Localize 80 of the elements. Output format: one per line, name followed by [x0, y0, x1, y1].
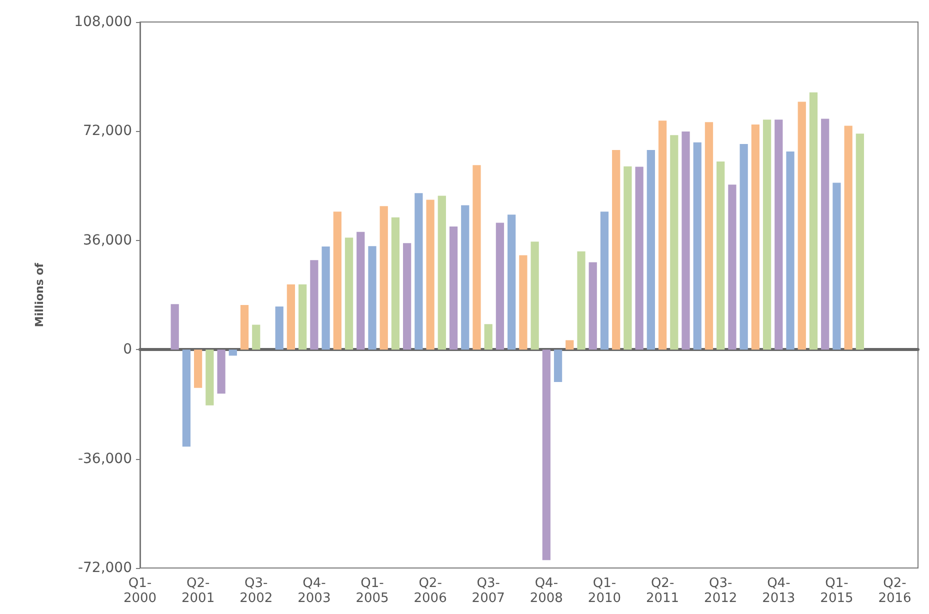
x-tick-label: Q4-2013 — [762, 576, 796, 606]
bar — [461, 205, 470, 350]
bar — [786, 152, 794, 350]
x-tick-label: Q4-2003 — [298, 576, 331, 606]
bar — [472, 165, 481, 350]
bar — [658, 120, 667, 350]
bar — [298, 284, 307, 350]
bar — [275, 306, 284, 350]
bar — [670, 135, 678, 350]
bar — [693, 142, 702, 350]
y-tick-label: 36,000 — [83, 232, 132, 248]
bar — [716, 162, 725, 350]
bar — [426, 200, 434, 350]
x-tick-label: Q1-2010 — [588, 576, 622, 606]
bar — [530, 242, 539, 350]
bar — [170, 304, 179, 350]
x-tick-label: Q1-2000 — [123, 576, 157, 606]
bar — [704, 122, 714, 350]
x-tick-label: Q1-2015 — [820, 576, 854, 606]
bar — [844, 126, 852, 350]
x-tick-label: Q2-2001 — [182, 576, 215, 606]
x-tick-label: Q2-2011 — [646, 576, 680, 606]
bar — [391, 217, 400, 350]
bar — [774, 120, 783, 350]
bar — [600, 212, 609, 350]
bar — [809, 92, 818, 350]
bar — [194, 350, 202, 388]
bar — [566, 340, 574, 350]
bar — [310, 260, 318, 350]
bar — [798, 102, 806, 350]
bar — [182, 350, 191, 447]
y-tick-label: -36,000 — [78, 450, 132, 467]
x-tick-label: Q3-2012 — [704, 576, 738, 606]
x-tick-label: Q3-2002 — [240, 576, 273, 606]
bar — [449, 226, 458, 350]
bar — [762, 120, 772, 350]
bar — [821, 118, 830, 350]
bar — [496, 222, 504, 350]
bar — [228, 350, 237, 356]
bar — [217, 350, 226, 394]
bar — [612, 150, 620, 350]
bar — [519, 255, 528, 350]
bar — [333, 212, 342, 350]
bar — [403, 243, 412, 350]
bar — [646, 150, 655, 350]
bar — [380, 206, 388, 350]
bar — [240, 305, 249, 350]
bar — [542, 350, 550, 560]
x-tick-label: Q1-2005 — [356, 576, 389, 606]
bar — [322, 246, 330, 350]
bar — [356, 232, 365, 350]
bar — [286, 284, 296, 350]
bar — [206, 350, 214, 406]
bar — [368, 246, 376, 350]
x-tick-label: Q2-2016 — [878, 576, 912, 606]
bar — [508, 214, 516, 350]
bar — [751, 124, 760, 350]
bar — [484, 324, 492, 350]
bar — [554, 350, 562, 382]
bar — [588, 262, 597, 350]
y-tick-label: 72,000 — [83, 123, 132, 140]
bar — [414, 193, 423, 350]
x-tick-label: Q2-2006 — [414, 576, 447, 606]
bar — [682, 132, 690, 350]
bar — [740, 144, 748, 350]
bar — [728, 184, 736, 350]
y-axis-title: Millions of — [33, 262, 46, 328]
bar — [252, 324, 260, 350]
bar — [438, 196, 446, 350]
y-tick-label: -72,000 — [78, 560, 132, 576]
x-tick-label: Q4-2008 — [530, 576, 563, 606]
bar — [344, 238, 354, 350]
bar — [624, 166, 632, 350]
bar — [635, 166, 644, 350]
bar — [856, 134, 864, 350]
y-tick-label: 108,000 — [74, 14, 132, 30]
bar — [832, 182, 841, 350]
bar — [577, 251, 586, 350]
y-tick-label: 0 — [123, 342, 132, 358]
x-tick-label: Q3-2007 — [472, 576, 505, 606]
